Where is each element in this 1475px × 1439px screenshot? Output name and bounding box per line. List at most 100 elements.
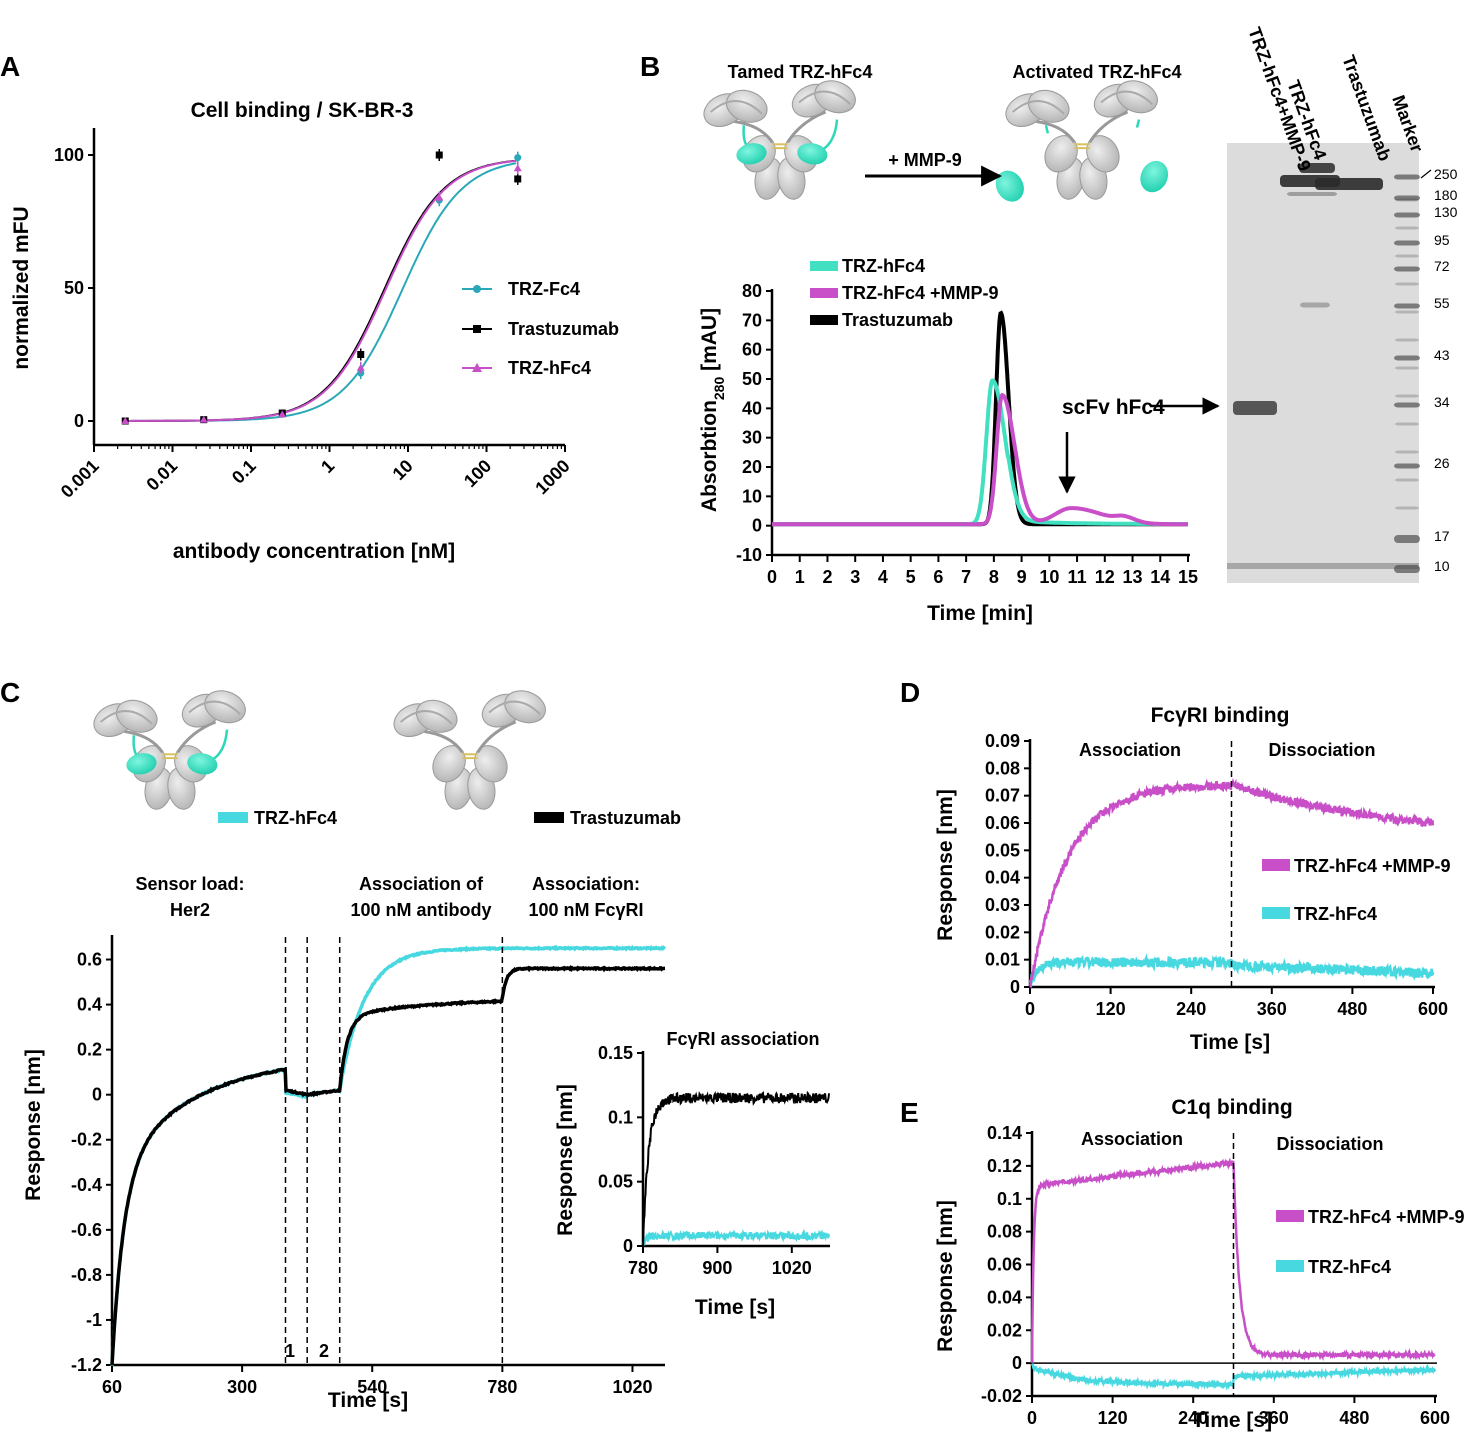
chromatogram-trz-hfc4-mmp-9 bbox=[772, 392, 1188, 527]
marker-band-43 bbox=[1394, 355, 1420, 361]
x-tick-label: 600 bbox=[1418, 999, 1448, 1019]
legend-trz-fc4-marker bbox=[473, 285, 481, 293]
marker-band-minor bbox=[1395, 394, 1419, 398]
linker-right bbox=[211, 729, 229, 762]
x-tick-label: 10 bbox=[389, 456, 417, 484]
gel-band-faint bbox=[1287, 192, 1337, 196]
fab-right-lobe-2 bbox=[204, 690, 246, 724]
chart-e-ylabel: Response [nm] bbox=[934, 1200, 957, 1352]
marker-band-minor bbox=[1395, 282, 1419, 286]
panel-e-c1q-chart: C1q binding Association Dissociation -0.… bbox=[934, 1096, 1465, 1432]
chart-b-legend: TRZ-hFc4 TRZ-hFc4 +MMP-9 Trastuzumab bbox=[810, 256, 999, 330]
y-tick-label: 0.06 bbox=[985, 813, 1020, 833]
y-tick-label: 30 bbox=[742, 428, 762, 448]
marker-band-17 bbox=[1394, 535, 1420, 543]
phase-label-2-line1: Association of bbox=[359, 874, 484, 894]
legend-b-trz-hfc4: TRZ-hFc4 bbox=[842, 256, 925, 276]
marker-kda-label-10: 10 bbox=[1434, 558, 1450, 574]
legend-c-trastuzumab-swatch bbox=[534, 812, 564, 823]
legend-d-trz: TRZ-hFc4 bbox=[1294, 904, 1377, 924]
chart-e-title: C1q binding bbox=[1171, 1096, 1292, 1119]
legend-e-trz-swatch bbox=[1276, 1260, 1304, 1272]
chart-d-title: FcγRI binding bbox=[1151, 704, 1290, 727]
marker-250-tick bbox=[1420, 169, 1432, 179]
x-tick-label: 1 bbox=[317, 456, 338, 477]
x-tick-label: 3 bbox=[850, 567, 860, 587]
inset-trz-hfc4-trace bbox=[642, 1228, 830, 1247]
marker-kda-label-72: 72 bbox=[1434, 258, 1450, 274]
x-tick-label: 14 bbox=[1150, 567, 1170, 587]
marker-kda-label-17: 17 bbox=[1434, 528, 1450, 544]
panel-d-fcgri-chart: FcγRI binding Association Dissociation 0… bbox=[934, 704, 1451, 1054]
x-tick-label: 1 bbox=[795, 567, 805, 587]
y-tick-label: -1.2 bbox=[71, 1355, 102, 1375]
hinge-right bbox=[1088, 110, 1129, 144]
data-point-trz-hfc4 bbox=[278, 410, 287, 418]
marker-band-minor bbox=[1395, 198, 1419, 202]
data-point-trz-fc4 bbox=[514, 154, 522, 162]
legend-e-mmp9-swatch bbox=[1276, 1210, 1304, 1222]
x-tick-label: 8 bbox=[989, 567, 999, 587]
panel-letter-e: E bbox=[900, 1097, 919, 1128]
panel-a-cell-binding-chart: Cell binding / SK-BR-3 0 50 100 0.001 0.01 0.… bbox=[10, 99, 619, 563]
fab-left-groove bbox=[709, 100, 763, 115]
released-scfv-left bbox=[995, 170, 1024, 202]
y-tick-label: 0.14 bbox=[987, 1123, 1022, 1143]
y-tick-label: -0.4 bbox=[71, 1175, 102, 1195]
legend-trz-hfc4-marker bbox=[472, 363, 482, 372]
marker-band-250 bbox=[1394, 174, 1420, 180]
y-tick-label: 0.4 bbox=[77, 995, 102, 1015]
y-tick-label: 0.03 bbox=[985, 895, 1020, 915]
marker-band-minor bbox=[1395, 226, 1419, 230]
hinge-right bbox=[786, 110, 827, 144]
trastuzumab-illustration-c bbox=[393, 690, 546, 810]
y-tick-label: -0.02 bbox=[981, 1386, 1022, 1406]
y-tick-label: 0.04 bbox=[985, 868, 1020, 888]
marker-band-34 bbox=[1394, 402, 1420, 408]
y-tick-label: -0.2 bbox=[71, 1130, 102, 1150]
hinge-left bbox=[124, 730, 164, 754]
legend-trastuzumab-marker bbox=[473, 325, 481, 333]
scfv-right bbox=[797, 143, 828, 165]
x-tick-label: 480 bbox=[1337, 999, 1367, 1019]
y-tick-label: 0.02 bbox=[987, 1320, 1022, 1340]
x-tick-label: 360 bbox=[1257, 999, 1287, 1019]
marker-band-95 bbox=[1394, 240, 1420, 246]
x-tick-label: 7 bbox=[961, 567, 971, 587]
marker-band-55 bbox=[1394, 303, 1420, 309]
legend-c-trz-hfc4: TRZ-hFc4 bbox=[254, 808, 337, 828]
chart-c-axes: -1.2 -1 -0.8 -0.6 -0.4 -0.2 0 0.2 0.4 0.6 60 300 540… bbox=[71, 935, 665, 1397]
fab-left-groove bbox=[1011, 100, 1065, 115]
phase-label-2-line2: 100 nM antibody bbox=[350, 900, 491, 920]
x-tick-label: 12 bbox=[1095, 567, 1115, 587]
y-tick-label: 0.01 bbox=[985, 950, 1020, 970]
x-tick-label: 0.001 bbox=[57, 456, 103, 502]
marker-band-130 bbox=[1394, 212, 1420, 218]
marker-band-minor bbox=[1395, 450, 1419, 454]
y-tick-label: 0.04 bbox=[987, 1287, 1022, 1307]
legend-b-trastuzumab: Trastuzumab bbox=[842, 310, 953, 330]
phase-number-2: 2 bbox=[319, 1341, 329, 1361]
chart-c-xlabel: Time [s] bbox=[328, 1389, 408, 1412]
marker-kda-label-95: 95 bbox=[1434, 232, 1450, 248]
legend-c-trz-hfc4-swatch bbox=[218, 812, 248, 823]
x-tick-label: 0.01 bbox=[142, 456, 181, 495]
data-point-trastuzumab bbox=[357, 351, 365, 358]
marker-band-minor bbox=[1395, 338, 1419, 342]
gel-dye-front bbox=[1227, 563, 1419, 569]
y-tick-label: 100 bbox=[54, 145, 84, 165]
phase-label-1-line2: Her2 bbox=[170, 900, 210, 920]
x-tick-label: 0 bbox=[1027, 1408, 1037, 1428]
data-point-trz-hfc4 bbox=[435, 193, 444, 201]
panel-b-schematic: Tamed TRZ-hFc4 Activated TRZ-hFc4 + MMP-… bbox=[703, 62, 1182, 202]
panel-letter-c: C bbox=[0, 677, 20, 708]
x-tick-label: 780 bbox=[487, 1377, 517, 1397]
legend-e-mmp9: TRZ-hFc4 +MMP-9 bbox=[1308, 1207, 1465, 1227]
data-point-trastuzumab bbox=[514, 175, 522, 183]
fab-left-lobe-2 bbox=[1027, 89, 1070, 123]
phase-number-1: 1 bbox=[285, 1341, 295, 1361]
y-tick-label: 0 bbox=[74, 411, 84, 431]
